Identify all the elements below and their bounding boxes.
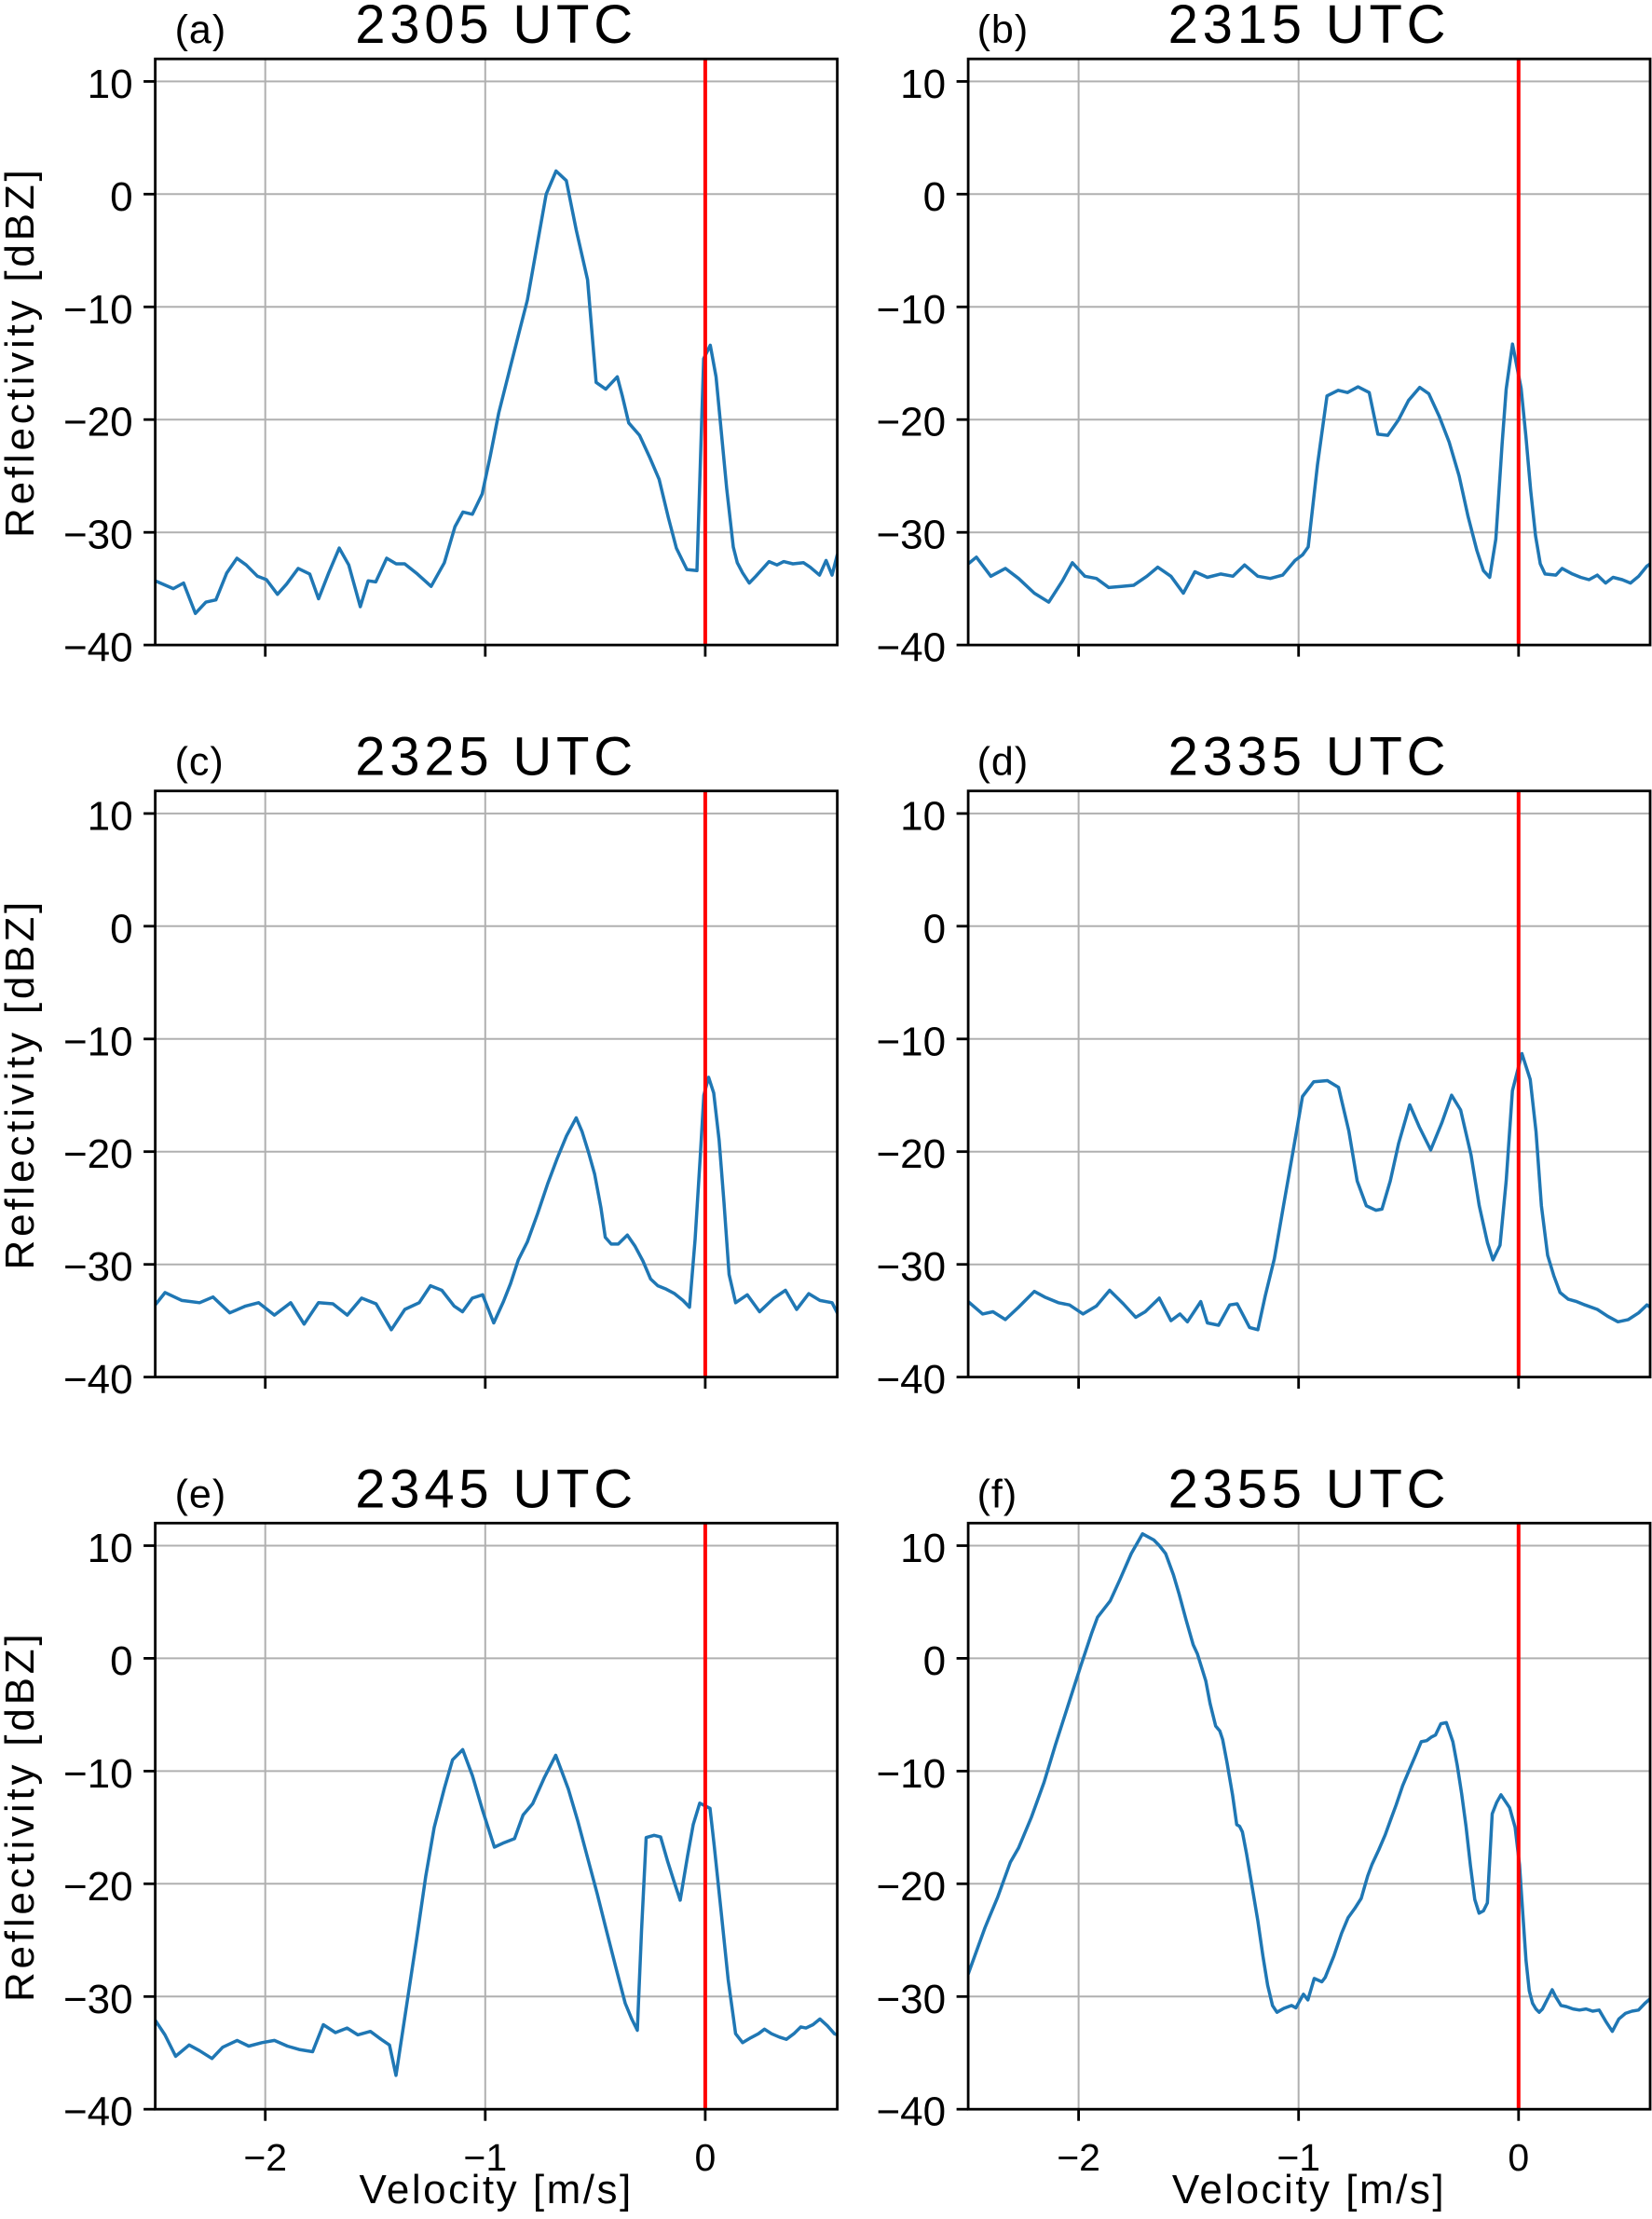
- svg-text:−1: −1: [1277, 2136, 1320, 2179]
- svg-text:0: 0: [1508, 2136, 1529, 2179]
- svg-text:2305 UTC: 2305 UTC: [355, 0, 637, 55]
- svg-text:(c): (c): [175, 740, 225, 785]
- svg-text:0: 0: [110, 906, 132, 952]
- svg-text:10: 10: [900, 793, 946, 839]
- svg-text:−20: −20: [876, 400, 946, 445]
- svg-text:−10: −10: [63, 1751, 133, 1797]
- svg-text:−20: −20: [876, 1864, 946, 1910]
- svg-text:0: 0: [694, 2136, 716, 2179]
- svg-text:−30: −30: [63, 513, 133, 558]
- svg-text:0: 0: [923, 174, 946, 220]
- svg-text:(a): (a): [175, 7, 227, 52]
- svg-text:2315 UTC: 2315 UTC: [1168, 0, 1451, 55]
- svg-text:10: 10: [900, 1526, 946, 1571]
- svg-text:−10: −10: [876, 1751, 946, 1797]
- svg-text:(b): (b): [977, 7, 1030, 52]
- svg-text:−40: −40: [63, 1357, 133, 1403]
- svg-text:10: 10: [88, 62, 133, 107]
- svg-text:2335 UTC: 2335 UTC: [1168, 727, 1451, 788]
- svg-text:0: 0: [110, 174, 132, 220]
- svg-text:−10: −10: [876, 1019, 946, 1064]
- svg-text:0: 0: [923, 1638, 946, 1684]
- svg-text:−30: −30: [876, 1244, 946, 1290]
- svg-text:2345 UTC: 2345 UTC: [355, 1459, 637, 1519]
- svg-text:−10: −10: [63, 1019, 133, 1064]
- svg-text:−20: −20: [63, 400, 133, 445]
- svg-text:(f): (f): [977, 1472, 1018, 1516]
- svg-text:−40: −40: [876, 2089, 946, 2135]
- svg-text:2355 UTC: 2355 UTC: [1168, 1459, 1451, 1519]
- svg-text:−40: −40: [63, 2089, 133, 2135]
- svg-text:Reflectivity [dBZ]: Reflectivity [dBZ]: [0, 898, 43, 1270]
- svg-text:−1: −1: [463, 2136, 507, 2179]
- svg-text:−2: −2: [243, 2136, 287, 2179]
- svg-text:Velocity [m/s]: Velocity [m/s]: [1172, 2167, 1446, 2212]
- svg-text:−40: −40: [876, 1357, 946, 1403]
- svg-text:Velocity [m/s]: Velocity [m/s]: [360, 2167, 634, 2212]
- svg-text:10: 10: [900, 62, 946, 107]
- svg-text:(d): (d): [977, 740, 1030, 785]
- svg-text:−10: −10: [876, 287, 946, 333]
- svg-text:−20: −20: [63, 1131, 133, 1177]
- svg-text:10: 10: [88, 793, 133, 839]
- svg-text:10: 10: [88, 1526, 133, 1571]
- svg-text:0: 0: [923, 906, 946, 952]
- svg-text:−20: −20: [63, 1864, 133, 1910]
- svg-text:0: 0: [110, 1638, 132, 1684]
- svg-text:−30: −30: [63, 1244, 133, 1290]
- svg-text:(e): (e): [175, 1472, 227, 1516]
- svg-text:−2: −2: [1057, 2136, 1100, 2179]
- svg-text:−30: −30: [876, 513, 946, 558]
- svg-text:−10: −10: [63, 287, 133, 333]
- svg-text:Reflectivity [dBZ]: Reflectivity [dBZ]: [0, 1631, 43, 2003]
- svg-text:2325 UTC: 2325 UTC: [355, 727, 637, 788]
- svg-text:−30: −30: [876, 1977, 946, 2022]
- svg-text:−40: −40: [63, 625, 133, 671]
- svg-text:−40: −40: [876, 625, 946, 671]
- svg-text:−30: −30: [63, 1977, 133, 2022]
- svg-text:−20: −20: [876, 1131, 946, 1177]
- svg-text:Reflectivity [dBZ]: Reflectivity [dBZ]: [0, 166, 43, 538]
